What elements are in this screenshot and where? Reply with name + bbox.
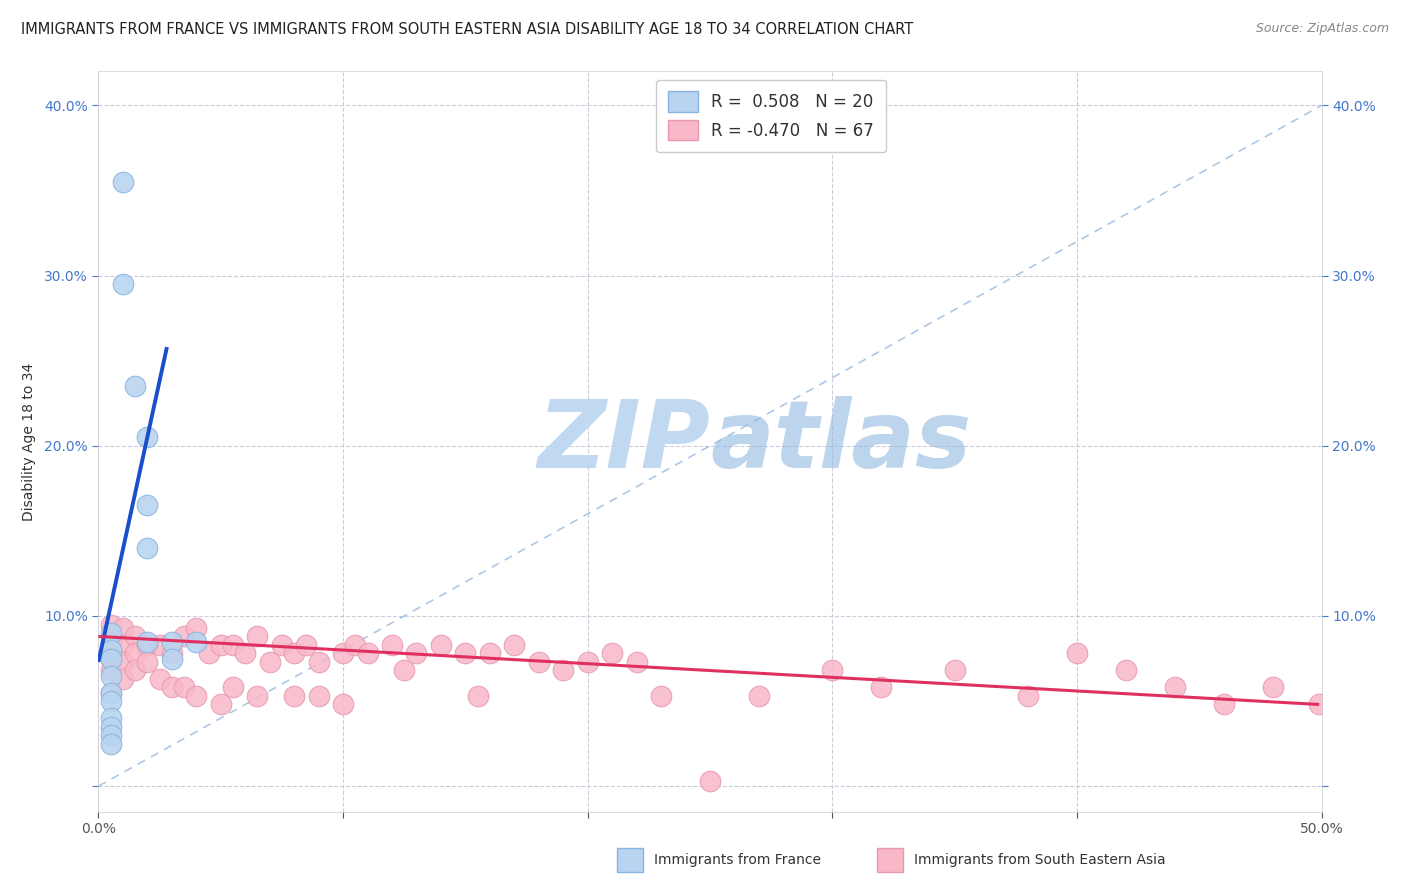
Point bbox=[576, 655, 599, 669]
Point bbox=[149, 638, 172, 652]
Text: IMMIGRANTS FROM FRANCE VS IMMIGRANTS FROM SOUTH EASTERN ASIA DISABILITY AGE 18 T: IMMIGRANTS FROM FRANCE VS IMMIGRANTS FRO… bbox=[21, 22, 914, 37]
Point bbox=[111, 621, 134, 635]
Point bbox=[100, 720, 122, 734]
Point bbox=[100, 685, 122, 699]
Point bbox=[100, 651, 122, 665]
Point bbox=[870, 681, 893, 695]
Point bbox=[100, 728, 122, 742]
Point bbox=[503, 638, 526, 652]
Point bbox=[100, 651, 122, 665]
Point bbox=[821, 664, 844, 678]
Point bbox=[124, 629, 146, 643]
Text: ZIP: ZIP bbox=[537, 395, 710, 488]
Text: Source: ZipAtlas.com: Source: ZipAtlas.com bbox=[1256, 22, 1389, 36]
Point bbox=[381, 638, 404, 652]
Point bbox=[136, 499, 159, 513]
Point bbox=[173, 629, 195, 643]
Point bbox=[344, 638, 367, 652]
Point bbox=[160, 651, 183, 665]
Point bbox=[197, 647, 219, 661]
Point bbox=[1066, 647, 1088, 661]
Point bbox=[100, 634, 122, 648]
Point bbox=[527, 655, 550, 669]
Point bbox=[699, 774, 721, 789]
Y-axis label: Disability Age 18 to 34: Disability Age 18 to 34 bbox=[22, 362, 35, 521]
Point bbox=[270, 638, 294, 652]
Text: Immigrants from South Eastern Asia: Immigrants from South Eastern Asia bbox=[914, 854, 1166, 867]
Text: Immigrants from France: Immigrants from France bbox=[654, 854, 821, 867]
Point bbox=[100, 643, 122, 657]
Point bbox=[308, 655, 330, 669]
Point bbox=[136, 430, 159, 444]
Point bbox=[136, 541, 159, 555]
Point bbox=[222, 638, 245, 652]
Point bbox=[283, 647, 305, 661]
Point bbox=[454, 647, 477, 661]
Point bbox=[467, 689, 489, 703]
Point bbox=[100, 668, 122, 682]
Point bbox=[600, 647, 623, 661]
Point bbox=[124, 647, 146, 661]
Point bbox=[136, 655, 159, 669]
Point bbox=[111, 638, 134, 652]
Point bbox=[650, 689, 672, 703]
Point bbox=[100, 711, 122, 725]
Point bbox=[392, 664, 416, 678]
Legend: R =  0.508   N = 20, R = -0.470   N = 67: R = 0.508 N = 20, R = -0.470 N = 67 bbox=[657, 79, 886, 152]
Point bbox=[1164, 681, 1187, 695]
Point bbox=[160, 681, 183, 695]
Point bbox=[246, 689, 269, 703]
Point bbox=[1308, 698, 1330, 712]
Point bbox=[100, 737, 122, 751]
Point bbox=[308, 689, 330, 703]
Point bbox=[173, 681, 195, 695]
Point bbox=[283, 689, 305, 703]
Point bbox=[209, 698, 232, 712]
Point bbox=[136, 634, 159, 648]
Point bbox=[478, 647, 501, 661]
Point bbox=[332, 698, 354, 712]
Point bbox=[124, 379, 146, 393]
Point bbox=[1261, 681, 1284, 695]
Point bbox=[186, 689, 208, 703]
Point bbox=[100, 617, 122, 632]
Point bbox=[186, 621, 208, 635]
Point bbox=[160, 634, 183, 648]
Point bbox=[111, 672, 134, 686]
Point bbox=[1115, 664, 1137, 678]
Point bbox=[943, 664, 966, 678]
Point bbox=[209, 638, 232, 652]
Point bbox=[553, 664, 575, 678]
Point bbox=[1017, 689, 1039, 703]
Point bbox=[136, 638, 159, 652]
Point bbox=[186, 634, 208, 648]
Point bbox=[111, 655, 134, 669]
Point bbox=[405, 647, 427, 661]
Point bbox=[295, 638, 318, 652]
Point bbox=[100, 685, 122, 699]
Point bbox=[626, 655, 648, 669]
Point bbox=[233, 647, 256, 661]
Point bbox=[100, 694, 122, 708]
Point bbox=[100, 626, 122, 640]
Point bbox=[332, 647, 354, 661]
Point bbox=[430, 638, 453, 652]
Point bbox=[356, 647, 378, 661]
Point bbox=[111, 175, 134, 189]
Point bbox=[246, 629, 269, 643]
Point bbox=[160, 647, 183, 661]
Point bbox=[124, 664, 146, 678]
Text: atlas: atlas bbox=[710, 395, 972, 488]
Point bbox=[748, 689, 770, 703]
Point bbox=[222, 681, 245, 695]
Point bbox=[149, 672, 172, 686]
Point bbox=[259, 655, 281, 669]
Point bbox=[1212, 698, 1234, 712]
Point bbox=[111, 277, 134, 292]
Point bbox=[100, 664, 122, 678]
